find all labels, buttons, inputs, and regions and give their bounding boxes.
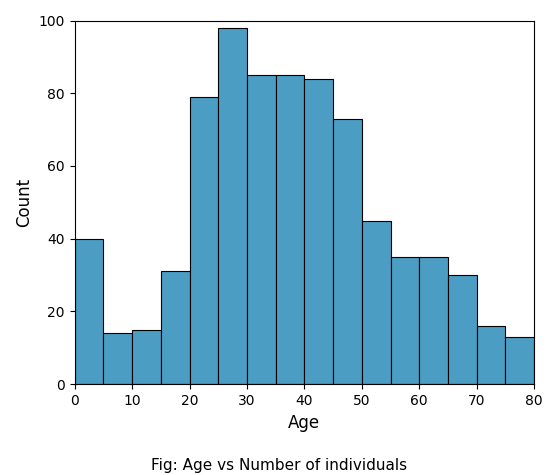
Bar — [75, 239, 103, 384]
Y-axis label: Count: Count — [15, 178, 33, 227]
Text: Fig: Age vs Number of individuals: Fig: Age vs Number of individuals — [151, 458, 407, 473]
Bar — [419, 257, 448, 384]
Bar — [305, 79, 333, 384]
X-axis label: Age: Age — [288, 414, 320, 431]
Bar — [103, 333, 132, 384]
Bar — [448, 275, 477, 384]
Bar — [477, 326, 506, 384]
Bar — [391, 257, 419, 384]
Bar — [506, 337, 534, 384]
Bar — [276, 75, 305, 384]
Bar — [190, 97, 218, 384]
Bar — [218, 28, 247, 384]
Bar — [161, 272, 190, 384]
Bar — [333, 119, 362, 384]
Bar — [132, 330, 161, 384]
Bar — [247, 75, 276, 384]
Bar — [362, 220, 391, 384]
